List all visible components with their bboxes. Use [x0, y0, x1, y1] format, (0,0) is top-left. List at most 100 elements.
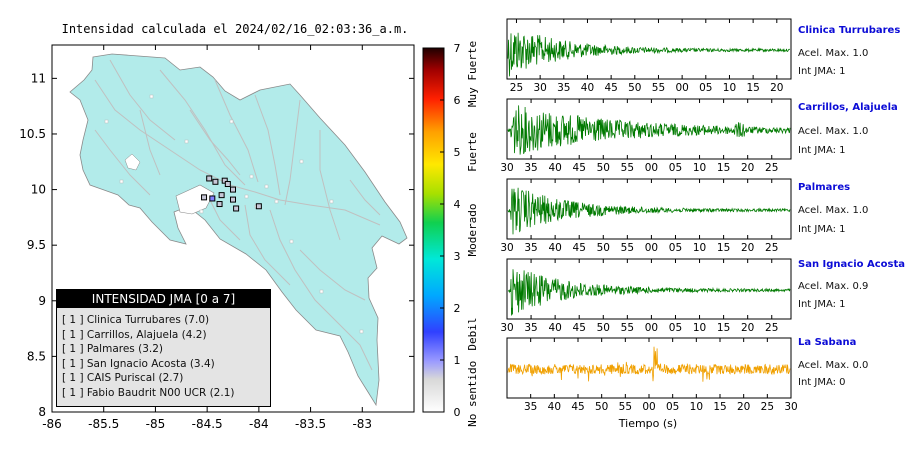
waveform-tick-label: 55 [621, 242, 634, 254]
x-tick-label: -86 [42, 417, 62, 431]
y-tick-label: 8.5 [27, 349, 46, 363]
colorbar-category-label: No sentido [466, 361, 479, 427]
waveform-tick-label: 45 [573, 162, 586, 174]
x-tick-label: -83.5 [295, 417, 326, 431]
colorbar-tick-label: 4 [454, 198, 461, 211]
trace-station-label: Palmares [798, 182, 851, 193]
trace-jma-label: Int JMA: 1 [798, 145, 846, 156]
waveform-tick-label: 20 [741, 162, 754, 174]
legend-item: [ 1 ] Carrillos, Alajuela (4.2) [62, 328, 207, 341]
waveform-panels: 25 30 35 40 45 50 55 00 05 10 15 20 30 35 40 45 50 55 00 05… [500, 18, 798, 413]
trace-accel-label: Acel. Max. 1.0 [798, 205, 869, 216]
waveform-tick-label: 45 [573, 242, 586, 254]
waveform-tick-label: 05 [666, 401, 679, 413]
station-marker [201, 194, 208, 201]
waveform-tick-label: 25 [765, 162, 778, 174]
station-marker [224, 181, 231, 188]
waveform-tick-label: 20 [770, 82, 783, 94]
waveform-tick-label: 35 [524, 242, 537, 254]
x-tick-label: -84.5 [192, 417, 223, 431]
legend-item: [ 1 ] CAIS Puriscal (2.7) [62, 372, 184, 385]
waveform-tick-label: 30 [500, 242, 513, 254]
waveform-tick-label: 45 [604, 82, 617, 94]
legend-item: [ 1 ] Fabio Baudrit N00 UCR (2.1) [62, 386, 235, 399]
waveform-tick-label: 40 [548, 162, 561, 174]
waveform-trace [507, 346, 791, 382]
waveform-tick-label: 45 [571, 401, 584, 413]
costa-rica-land [69, 53, 408, 407]
colorbar-category-label: Muy Fuerte [466, 41, 479, 107]
legend-item: [ 1 ] San Ignacio Acosta (3.4) [62, 357, 215, 370]
station-marker [221, 177, 228, 184]
waveform-tick-label: 30 [533, 82, 546, 94]
waveform-tick-label: 50 [597, 162, 610, 174]
waveform-tick-label: 15 [746, 82, 759, 94]
station-marker [206, 175, 213, 182]
waveform-tick-label: 50 [628, 82, 641, 94]
station-marker [209, 195, 216, 202]
waveform-tick-label: 55 [652, 82, 665, 94]
waveform-panel: 30 35 40 45 50 55 00 05 10 15 20 25 [500, 258, 792, 334]
intensity-legend: INTENSIDAD JMA [0 a 7] [ 1 ] Clinica Tur… [56, 289, 271, 407]
waveform-tick-label: 25 [761, 401, 774, 413]
waveform-tick-label: 35 [557, 82, 570, 94]
waveform-trace [507, 32, 791, 77]
station-marker [233, 205, 240, 212]
map-frame [51, 44, 415, 413]
waveform-tick-label: 55 [619, 401, 632, 413]
waveform-tick-label: 00 [645, 322, 658, 334]
waveform-tick-label: 00 [675, 82, 688, 94]
waveform-tick-label: 40 [581, 82, 594, 94]
waveform-tick-label: 25 [765, 242, 778, 254]
waveform-tick-label: 10 [693, 322, 706, 334]
trace-accel-label: Acel. Max. 0.0 [798, 360, 869, 371]
colorbar-ticks: 0 1 2 3 4 5 6 7 [440, 42, 461, 419]
waveform-tick-label: 10 [690, 401, 703, 413]
y-tick-label: 9.5 [27, 238, 46, 252]
trace-station-label: Carrillos, Alajuela [798, 102, 898, 113]
waveform-tick-label: 15 [717, 242, 730, 254]
station-markers [201, 175, 262, 212]
waveform-tick-label: 50 [595, 401, 608, 413]
trace-accel-label: Acel. Max. 1.0 [798, 126, 869, 137]
waveform-frame [506, 178, 792, 240]
trace-station-label: La Sabana [798, 337, 857, 348]
trace-jma-label: Int JMA: 1 [798, 66, 846, 77]
waveform-tick-label: 05 [669, 162, 682, 174]
x-tick-label: -85.5 [88, 417, 119, 431]
waveform-tick-label: 30 [784, 401, 797, 413]
map-title: Intensidad calculada el 2024/02/16_02:03… [61, 22, 409, 36]
waveform-tick-label: 25 [510, 82, 523, 94]
y-tick-label: 10 [31, 183, 46, 197]
colorbar-tick-label: 3 [454, 250, 461, 263]
legend-item: [ 1 ] Palmares (3.2) [62, 343, 164, 356]
colorbar-category-label: Debil [466, 317, 479, 350]
x-tick-label: -83 [352, 417, 372, 431]
trace-station-label: Clinica Turrubares [798, 25, 901, 36]
x-tick-label: -84 [249, 417, 269, 431]
colorbar-gradient [422, 47, 445, 413]
map-ticks: 11 10.5 10 9.5 9 8.5 8-86 -85.5 -85 -84.5 -84 -83.5… [19, 45, 414, 431]
colorbar-tick-label: 6 [454, 94, 461, 107]
waveform-trace [507, 187, 791, 235]
waveform-panel: 35 40 45 50 55 00 05 10 15 20 25 30 [506, 337, 798, 413]
waveform-tick-label: 00 [645, 242, 658, 254]
station-marker [216, 201, 223, 208]
trace-jma-label: Int JMA: 1 [798, 299, 846, 310]
waveform-tick-label: 50 [597, 242, 610, 254]
colorbar: 0 1 2 3 4 5 6 7 No sentido Debil Moderado Fuerte Mu… [422, 41, 479, 427]
waveform-tick-label: 40 [548, 242, 561, 254]
waveform-tick-label: 25 [765, 322, 778, 334]
colorbar-category-label: Fuerte [466, 132, 479, 172]
x-tick-label: -85 [146, 417, 166, 431]
waveform-tick-label: 35 [524, 162, 537, 174]
waveform-tick-label: 15 [717, 162, 730, 174]
waveform-tick-label: 05 [669, 322, 682, 334]
colorbar-tick-label: 0 [454, 406, 461, 419]
towns [104, 94, 364, 334]
waveform-tick-label: 05 [669, 242, 682, 254]
colorbar-tick-label: 1 [454, 354, 461, 367]
waveform-trace [507, 269, 791, 316]
waveform-tick-label: 15 [717, 322, 730, 334]
